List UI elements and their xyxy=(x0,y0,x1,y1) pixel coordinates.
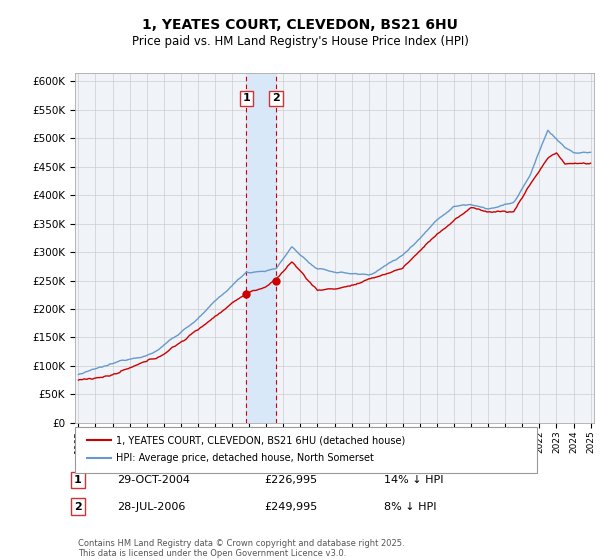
Text: 29-OCT-2004: 29-OCT-2004 xyxy=(117,475,190,485)
Text: £226,995: £226,995 xyxy=(264,475,317,485)
Text: 1, YEATES COURT, CLEVEDON, BS21 6HU: 1, YEATES COURT, CLEVEDON, BS21 6HU xyxy=(142,18,458,32)
Text: 1: 1 xyxy=(242,94,250,104)
Text: 8% ↓ HPI: 8% ↓ HPI xyxy=(384,502,437,512)
Text: 1: 1 xyxy=(74,475,82,485)
Text: Price paid vs. HM Land Registry's House Price Index (HPI): Price paid vs. HM Land Registry's House … xyxy=(131,35,469,49)
Text: £249,995: £249,995 xyxy=(264,502,317,512)
Text: 28-JUL-2006: 28-JUL-2006 xyxy=(117,502,185,512)
Text: 14% ↓ HPI: 14% ↓ HPI xyxy=(384,475,443,485)
Text: Contains HM Land Registry data © Crown copyright and database right 2025.
This d: Contains HM Land Registry data © Crown c… xyxy=(78,539,404,558)
Text: HPI: Average price, detached house, North Somerset: HPI: Average price, detached house, Nort… xyxy=(116,453,374,463)
Bar xyxy=(246,73,276,423)
Text: 2: 2 xyxy=(74,502,82,512)
Text: 2: 2 xyxy=(272,94,280,104)
Text: 1, YEATES COURT, CLEVEDON, BS21 6HU (detached house): 1, YEATES COURT, CLEVEDON, BS21 6HU (det… xyxy=(116,435,405,445)
